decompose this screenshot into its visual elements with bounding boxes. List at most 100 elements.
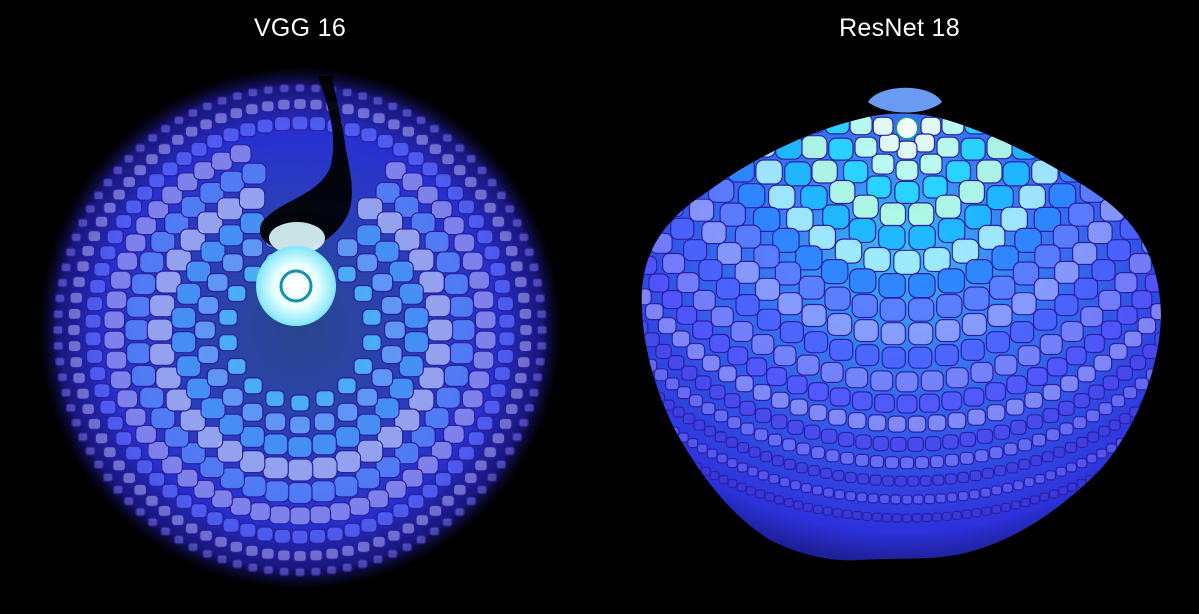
cell bbox=[987, 303, 1013, 328]
cell bbox=[211, 151, 233, 171]
cell bbox=[165, 388, 193, 412]
cell bbox=[67, 307, 82, 320]
cell bbox=[199, 181, 225, 204]
cell bbox=[1108, 419, 1121, 431]
cell bbox=[1134, 377, 1150, 391]
cell bbox=[974, 449, 989, 463]
cell bbox=[435, 251, 461, 274]
cell bbox=[919, 153, 943, 175]
cell bbox=[443, 273, 469, 296]
cell bbox=[1128, 252, 1153, 275]
cell bbox=[421, 161, 439, 177]
cell bbox=[277, 98, 291, 111]
cell bbox=[418, 270, 445, 294]
cell bbox=[263, 565, 274, 575]
cell bbox=[721, 130, 750, 156]
cell bbox=[960, 338, 985, 361]
cell bbox=[341, 103, 355, 116]
cell bbox=[942, 434, 959, 450]
cell bbox=[854, 136, 878, 158]
cell bbox=[518, 232, 529, 242]
cell bbox=[986, 135, 1013, 160]
cell bbox=[617, 387, 627, 396]
cell bbox=[311, 433, 337, 456]
cell bbox=[1103, 466, 1114, 476]
cell bbox=[824, 286, 851, 311]
cell bbox=[1178, 339, 1191, 351]
cell bbox=[1072, 416, 1088, 430]
cell bbox=[752, 206, 781, 232]
cell bbox=[734, 260, 760, 284]
cell bbox=[682, 413, 695, 425]
cell bbox=[1116, 365, 1133, 381]
cell bbox=[601, 343, 612, 353]
cell bbox=[1106, 443, 1118, 454]
cell bbox=[428, 143, 443, 156]
cell bbox=[65, 247, 76, 257]
cell bbox=[81, 244, 96, 258]
cell bbox=[193, 161, 216, 181]
cell bbox=[620, 415, 629, 423]
cell bbox=[1083, 333, 1105, 354]
cell bbox=[434, 471, 452, 487]
cell bbox=[160, 526, 171, 536]
cell bbox=[1072, 241, 1098, 266]
cell bbox=[666, 447, 677, 457]
cell bbox=[1174, 273, 1192, 289]
cell bbox=[372, 535, 386, 548]
cell bbox=[293, 97, 307, 111]
cell bbox=[105, 350, 128, 370]
cell bbox=[415, 534, 427, 545]
cell bbox=[426, 318, 454, 342]
cell bbox=[822, 487, 834, 498]
cell bbox=[1011, 134, 1039, 160]
cell bbox=[88, 366, 107, 382]
cell bbox=[218, 413, 244, 436]
cell bbox=[294, 567, 306, 577]
cell bbox=[834, 489, 846, 500]
cell bbox=[1168, 349, 1181, 361]
cell bbox=[103, 330, 126, 350]
cell bbox=[279, 83, 290, 94]
cell bbox=[683, 457, 694, 467]
cell bbox=[641, 348, 647, 362]
cell bbox=[600, 334, 605, 344]
cell bbox=[951, 238, 980, 264]
cell bbox=[969, 470, 982, 482]
vgg16-visualization bbox=[38, 66, 562, 590]
cell bbox=[94, 432, 109, 445]
cell bbox=[229, 496, 252, 516]
cell bbox=[513, 371, 528, 385]
cell bbox=[1052, 224, 1080, 249]
cell bbox=[798, 275, 826, 300]
cell bbox=[944, 453, 960, 467]
cell bbox=[112, 188, 127, 201]
cell bbox=[820, 428, 838, 444]
cell bbox=[641, 166, 648, 189]
cell bbox=[605, 317, 618, 329]
cell bbox=[238, 450, 266, 474]
cell bbox=[1058, 400, 1075, 416]
cell bbox=[1177, 369, 1188, 379]
cell bbox=[155, 270, 182, 294]
cell bbox=[832, 508, 843, 518]
cell bbox=[367, 489, 390, 509]
cell bbox=[1094, 471, 1105, 481]
cell bbox=[687, 438, 699, 449]
cell bbox=[115, 430, 133, 447]
cell bbox=[1141, 232, 1161, 254]
cell bbox=[1167, 168, 1189, 188]
cell bbox=[430, 200, 453, 220]
cell bbox=[650, 437, 661, 447]
cell bbox=[760, 451, 773, 463]
cell bbox=[1068, 202, 1095, 227]
cell bbox=[1098, 402, 1113, 416]
cell bbox=[642, 358, 658, 372]
cell bbox=[1017, 438, 1033, 452]
cell bbox=[342, 87, 353, 98]
cell bbox=[441, 494, 455, 507]
cell bbox=[882, 512, 893, 523]
cell bbox=[81, 402, 96, 416]
cell bbox=[878, 133, 900, 153]
cell bbox=[957, 491, 969, 502]
